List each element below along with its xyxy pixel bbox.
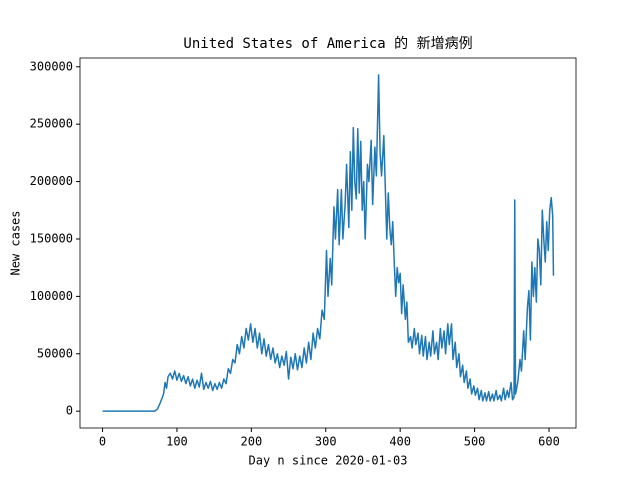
data-line bbox=[102, 74, 555, 412]
y-tick-label: 300000 bbox=[30, 59, 73, 73]
x-tick-label: 100 bbox=[166, 435, 188, 449]
y-tick-label: 0 bbox=[66, 404, 73, 418]
x-tick-label: 500 bbox=[464, 435, 486, 449]
chart-title: United States of America 的 新增病例 bbox=[183, 36, 472, 52]
x-tick-label: 400 bbox=[389, 435, 411, 449]
y-tick-label: 200000 bbox=[30, 174, 73, 188]
x-tick-label: 200 bbox=[241, 435, 263, 449]
y-tick-label: 100000 bbox=[30, 289, 73, 303]
y-tick-label: 50000 bbox=[37, 346, 73, 360]
x-axis-label: Day n since 2020-01-03 bbox=[249, 454, 408, 468]
y-axis-label: New cases bbox=[9, 210, 23, 275]
plot-frame bbox=[79, 57, 577, 429]
x-tick-label: 0 bbox=[99, 435, 106, 449]
x-tick-label: 600 bbox=[538, 435, 560, 449]
y-tick-label: 250000 bbox=[30, 117, 73, 131]
y-tick-label: 150000 bbox=[30, 231, 73, 245]
x-tick-label: 300 bbox=[315, 435, 337, 449]
